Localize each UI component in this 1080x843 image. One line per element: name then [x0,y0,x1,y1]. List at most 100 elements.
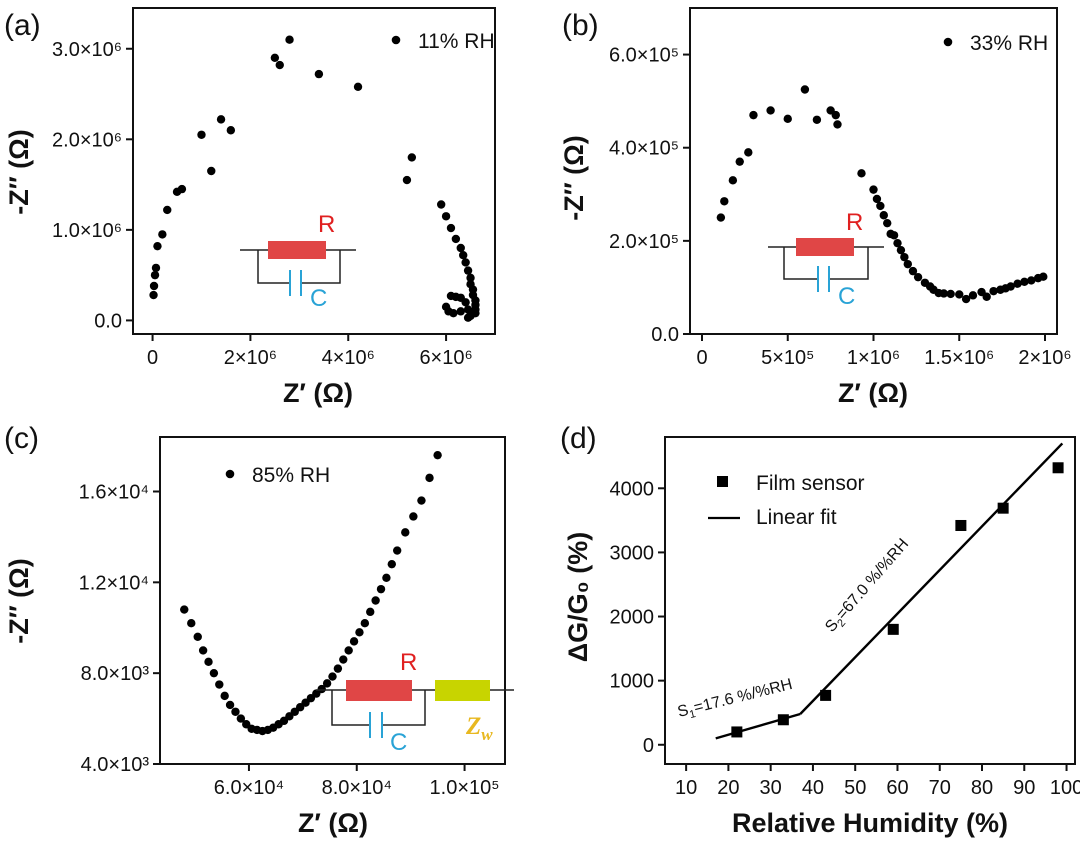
circuit-rcw-c: R Zw C [316,649,514,756]
panel-b-points [716,85,1048,304]
data-point [193,632,202,642]
data-point [968,291,978,300]
y-tick-label: 1000 [610,671,655,693]
data-point [1020,277,1029,287]
data-point [893,238,902,248]
capacitor-label: C [838,283,855,310]
x-tick-label: 100 [1050,777,1080,799]
panel-c-frame [159,436,506,765]
data-point [225,700,235,710]
data-point [889,231,899,240]
data-point [869,185,878,194]
data-point [317,684,326,694]
x-tick-label: 30 [760,777,782,799]
data-point [876,201,885,211]
data-point [371,596,380,605]
data-point [441,212,451,221]
fit-line-segment [799,442,1064,715]
warburg-element-icon [435,680,490,701]
y-tick-label: 4000 [610,478,655,500]
panel-a-label: (a) [4,9,41,42]
data-point [153,241,162,251]
panel-b-legend: 33% RH [970,32,1048,55]
data-point [989,286,998,296]
panel-c-legend-marker [225,469,235,479]
data-point [270,53,280,63]
data-point [339,655,348,664]
data-point [833,120,842,129]
data-point [735,157,744,166]
resistor-icon [268,241,326,259]
data-point [360,619,370,628]
data-point [1006,282,1015,291]
y-tick-label: 0 [643,735,654,757]
data-point [883,218,892,228]
panel-c-legend: 85% RH [252,464,330,487]
panel-a-legend: 11% RH [418,30,495,53]
film-sensor-point [820,689,832,701]
data-point [900,252,909,262]
x-tick-label: 6×10⁶ [419,347,472,369]
data-point [204,657,213,667]
panel-c-points [180,450,442,736]
data-point [913,272,923,282]
data-point [463,266,473,275]
data-point [471,308,480,318]
y-tick-label: 2.0×10⁵ [609,231,679,253]
capacitor-label: C [390,729,407,756]
data-point [433,450,442,460]
data-point [463,313,473,322]
data-point [425,473,434,483]
data-point [749,110,758,120]
data-point [366,607,375,617]
data-point [158,230,167,239]
y-tick-label: 0.0 [94,310,122,332]
x-tick-label: 50 [844,777,866,799]
data-point [355,628,364,637]
y-tick-label: 2000 [610,607,655,629]
data-point [812,115,822,124]
data-point [231,707,240,716]
data-point [446,223,456,233]
data-point [197,130,206,139]
circuit-rc-a: R C [240,211,356,312]
legend-film-sensor: Film sensor [756,472,865,495]
data-point [149,281,159,291]
data-point [456,307,465,316]
panel-c: (c) 6.0×10⁴ 8.0×10⁴ 1.0×10⁵ 4.0×10³ 8.0×10³ 1… [4,422,514,838]
x-tick-label: 10 [675,777,697,799]
data-point [209,668,219,678]
data-point [322,679,332,688]
panel-b-ticks: 0 5×10⁵ 1×10⁶ 1.5×10⁶ 2×10⁶ 0.0 2.0×10⁵ 4.0×10⁵… [609,45,1072,369]
x-tick-label: 8.0×10⁴ [322,777,392,799]
data-point [857,169,866,178]
data-point [163,205,172,215]
film-sensor-point [1052,462,1064,474]
panel-a: (a) 0 2×10⁶ 4×10⁶ 6×10⁶ 0.0 1.0×10⁶ 2.0×10⁶ 3.0… [4,7,496,408]
resistor-label: R [318,211,335,238]
data-point [744,148,753,157]
resistor-label: R [400,649,417,676]
y-tick-label: 0.0 [651,324,679,346]
data-point [275,60,284,70]
panel-c-ticks: 6.0×10⁴ 8.0×10⁴ 1.0×10⁵ 4.0×10³ 8.0×10³ 1.2×1… [79,482,500,800]
data-point [149,290,158,300]
data-point [409,512,418,521]
data-point [285,35,294,44]
panel-c-label: (c) [4,422,39,455]
data-point [946,289,955,299]
data-point [349,637,359,646]
data-point [314,69,324,79]
x-tick-label: 60 [886,777,908,799]
legend-square-marker [717,476,728,487]
panel-b-ylabel: -Z″ (Ω) [559,135,589,221]
slope-s1-annotation: S1=17.6 %/%RH [676,676,795,724]
x-tick-label: 40 [802,777,824,799]
data-point [955,290,964,299]
x-tick-label: 90 [1013,777,1035,799]
x-tick-label: 5×10⁵ [761,347,814,369]
x-tick-label: 20 [717,777,739,799]
film-sensor-point [955,519,967,531]
